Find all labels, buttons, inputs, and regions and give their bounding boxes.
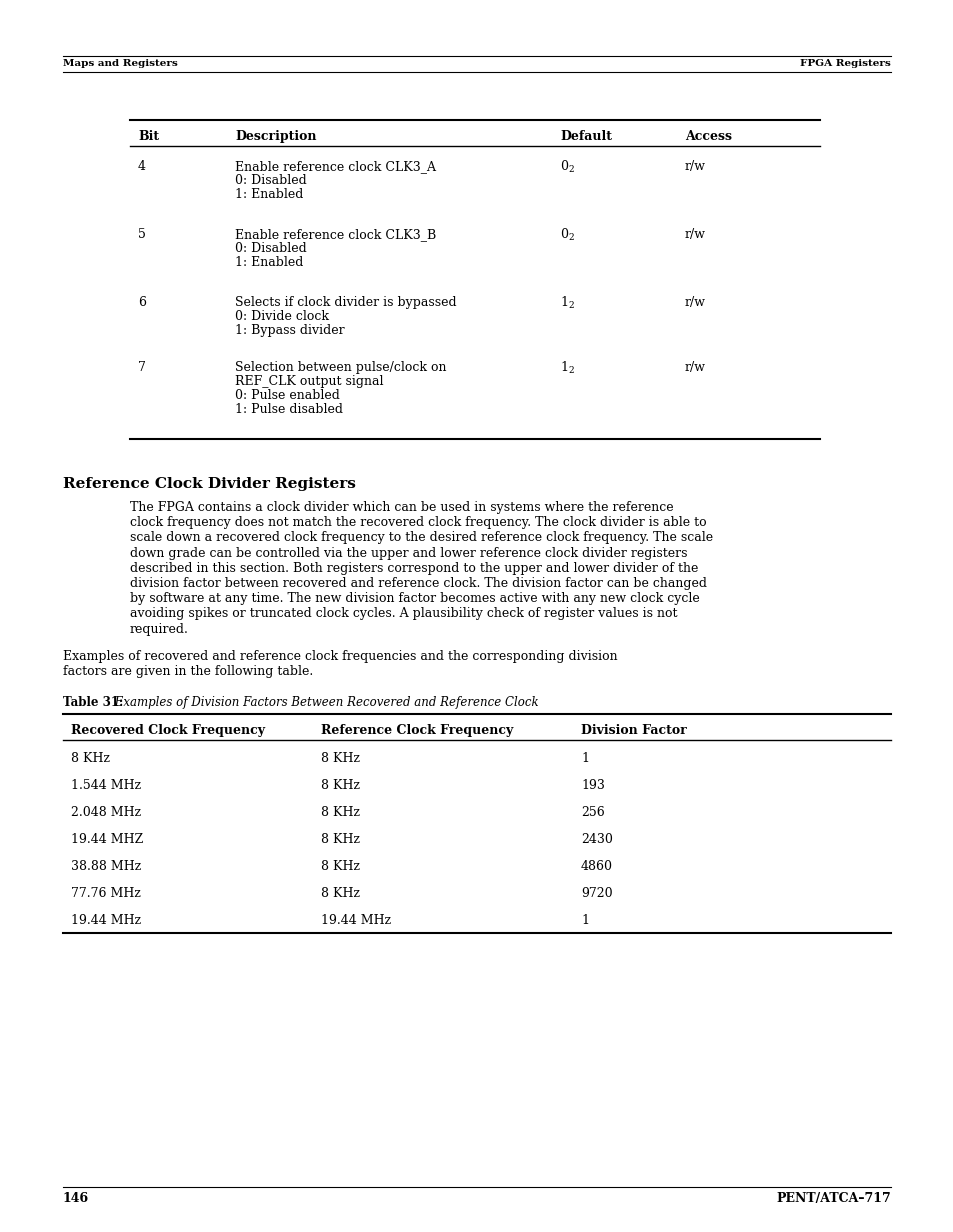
Text: REF_CLK output signal: REF_CLK output signal: [234, 375, 383, 388]
Text: 2: 2: [567, 233, 573, 241]
Text: Selection between pulse/clock on: Selection between pulse/clock on: [234, 361, 446, 375]
Text: Access: Access: [684, 131, 731, 143]
Text: Bit: Bit: [138, 131, 159, 143]
Text: 146: 146: [63, 1193, 89, 1205]
Text: The FPGA contains a clock divider which can be used in systems where the referen: The FPGA contains a clock divider which …: [130, 501, 673, 514]
Text: FPGA Registers: FPGA Registers: [800, 59, 890, 68]
Text: Reference Clock Frequency: Reference Clock Frequency: [320, 724, 513, 737]
Text: 1: Bypass divider: 1: Bypass divider: [234, 324, 344, 338]
Text: r/w: r/w: [684, 160, 705, 172]
Text: r/w: r/w: [684, 228, 705, 241]
Text: 1: 1: [580, 753, 588, 765]
Text: 19.44 MHz: 19.44 MHz: [320, 914, 391, 928]
Text: scale down a recovered clock frequency to the desired reference clock frequency.: scale down a recovered clock frequency t…: [130, 531, 713, 545]
Text: by software at any time. The new division factor becomes active with any new clo: by software at any time. The new divisio…: [130, 593, 699, 605]
Text: 8 KHz: 8 KHz: [320, 779, 359, 792]
Text: down grade can be controlled via the upper and lower reference clock divider reg: down grade can be controlled via the upp…: [130, 547, 687, 559]
Text: 2: 2: [567, 301, 573, 310]
Text: Table 31:: Table 31:: [63, 696, 123, 710]
Text: 2: 2: [567, 366, 573, 375]
Text: 1: Enabled: 1: Enabled: [234, 188, 303, 201]
Text: 8 KHz: 8 KHz: [320, 833, 359, 846]
Text: 7: 7: [138, 361, 146, 375]
Text: 8 KHz: 8 KHz: [71, 753, 110, 765]
Text: 77.76 MHz: 77.76 MHz: [71, 887, 141, 901]
Text: Recovered Clock Frequency: Recovered Clock Frequency: [71, 724, 265, 737]
Text: 0: 0: [559, 160, 567, 172]
Text: 6: 6: [138, 296, 146, 309]
Text: 2.048 MHz: 2.048 MHz: [71, 806, 141, 819]
Text: division factor between recovered and reference clock. The division factor can b: division factor between recovered and re…: [130, 577, 706, 590]
Text: 1: 1: [559, 361, 567, 375]
Text: 4860: 4860: [580, 860, 613, 873]
Text: required.: required.: [130, 622, 189, 636]
Text: Examples of Division Factors Between Recovered and Reference Clock: Examples of Division Factors Between Rec…: [111, 696, 538, 710]
Text: 0: Divide clock: 0: Divide clock: [234, 310, 329, 323]
Text: 0: 0: [559, 228, 567, 241]
Text: r/w: r/w: [684, 296, 705, 309]
Text: Enable reference clock CLK3_B: Enable reference clock CLK3_B: [234, 228, 436, 241]
Text: Description: Description: [234, 131, 316, 143]
Text: 1.544 MHz: 1.544 MHz: [71, 779, 141, 792]
Text: Enable reference clock CLK3_A: Enable reference clock CLK3_A: [234, 160, 436, 172]
Text: clock frequency does not match the recovered clock frequency. The clock divider : clock frequency does not match the recov…: [130, 516, 706, 530]
Text: Selects if clock divider is bypassed: Selects if clock divider is bypassed: [234, 296, 456, 309]
Text: 19.44 MHz: 19.44 MHz: [71, 914, 141, 928]
Text: 193: 193: [580, 779, 604, 792]
Text: avoiding spikes or truncated clock cycles. A plausibility check of register valu: avoiding spikes or truncated clock cycle…: [130, 607, 677, 621]
Text: 19.44 MHZ: 19.44 MHZ: [71, 833, 143, 846]
Text: 0: Disabled: 0: Disabled: [234, 174, 307, 187]
Text: 2: 2: [567, 165, 573, 174]
Text: 0: Disabled: 0: Disabled: [234, 241, 307, 255]
Text: described in this section. Both registers correspond to the upper and lower divi: described in this section. Both register…: [130, 562, 698, 575]
Text: 8 KHz: 8 KHz: [320, 806, 359, 819]
Text: 38.88 MHz: 38.88 MHz: [71, 860, 141, 873]
Text: Default: Default: [559, 131, 612, 143]
Text: 4: 4: [138, 160, 146, 172]
Text: Division Factor: Division Factor: [580, 724, 686, 737]
Text: PENT/ATCA–717: PENT/ATCA–717: [776, 1193, 890, 1205]
Text: 9720: 9720: [580, 887, 612, 901]
Text: 1: 1: [580, 914, 588, 928]
Text: 256: 256: [580, 806, 604, 819]
Text: 8 KHz: 8 KHz: [320, 753, 359, 765]
Text: 0: Pulse enabled: 0: Pulse enabled: [234, 389, 339, 402]
Text: 2430: 2430: [580, 833, 612, 846]
Text: r/w: r/w: [684, 361, 705, 375]
Text: 8 KHz: 8 KHz: [320, 887, 359, 901]
Text: factors are given in the following table.: factors are given in the following table…: [63, 665, 313, 678]
Text: Reference Clock Divider Registers: Reference Clock Divider Registers: [63, 477, 355, 492]
Text: 8 KHz: 8 KHz: [320, 860, 359, 873]
Text: 5: 5: [138, 228, 146, 241]
Text: Maps and Registers: Maps and Registers: [63, 59, 177, 68]
Text: Examples of recovered and reference clock frequencies and the corresponding divi: Examples of recovered and reference cloc…: [63, 649, 617, 663]
Text: 1: 1: [559, 296, 567, 309]
Text: 1: Pulse disabled: 1: Pulse disabled: [234, 403, 343, 416]
Text: 1: Enabled: 1: Enabled: [234, 256, 303, 269]
